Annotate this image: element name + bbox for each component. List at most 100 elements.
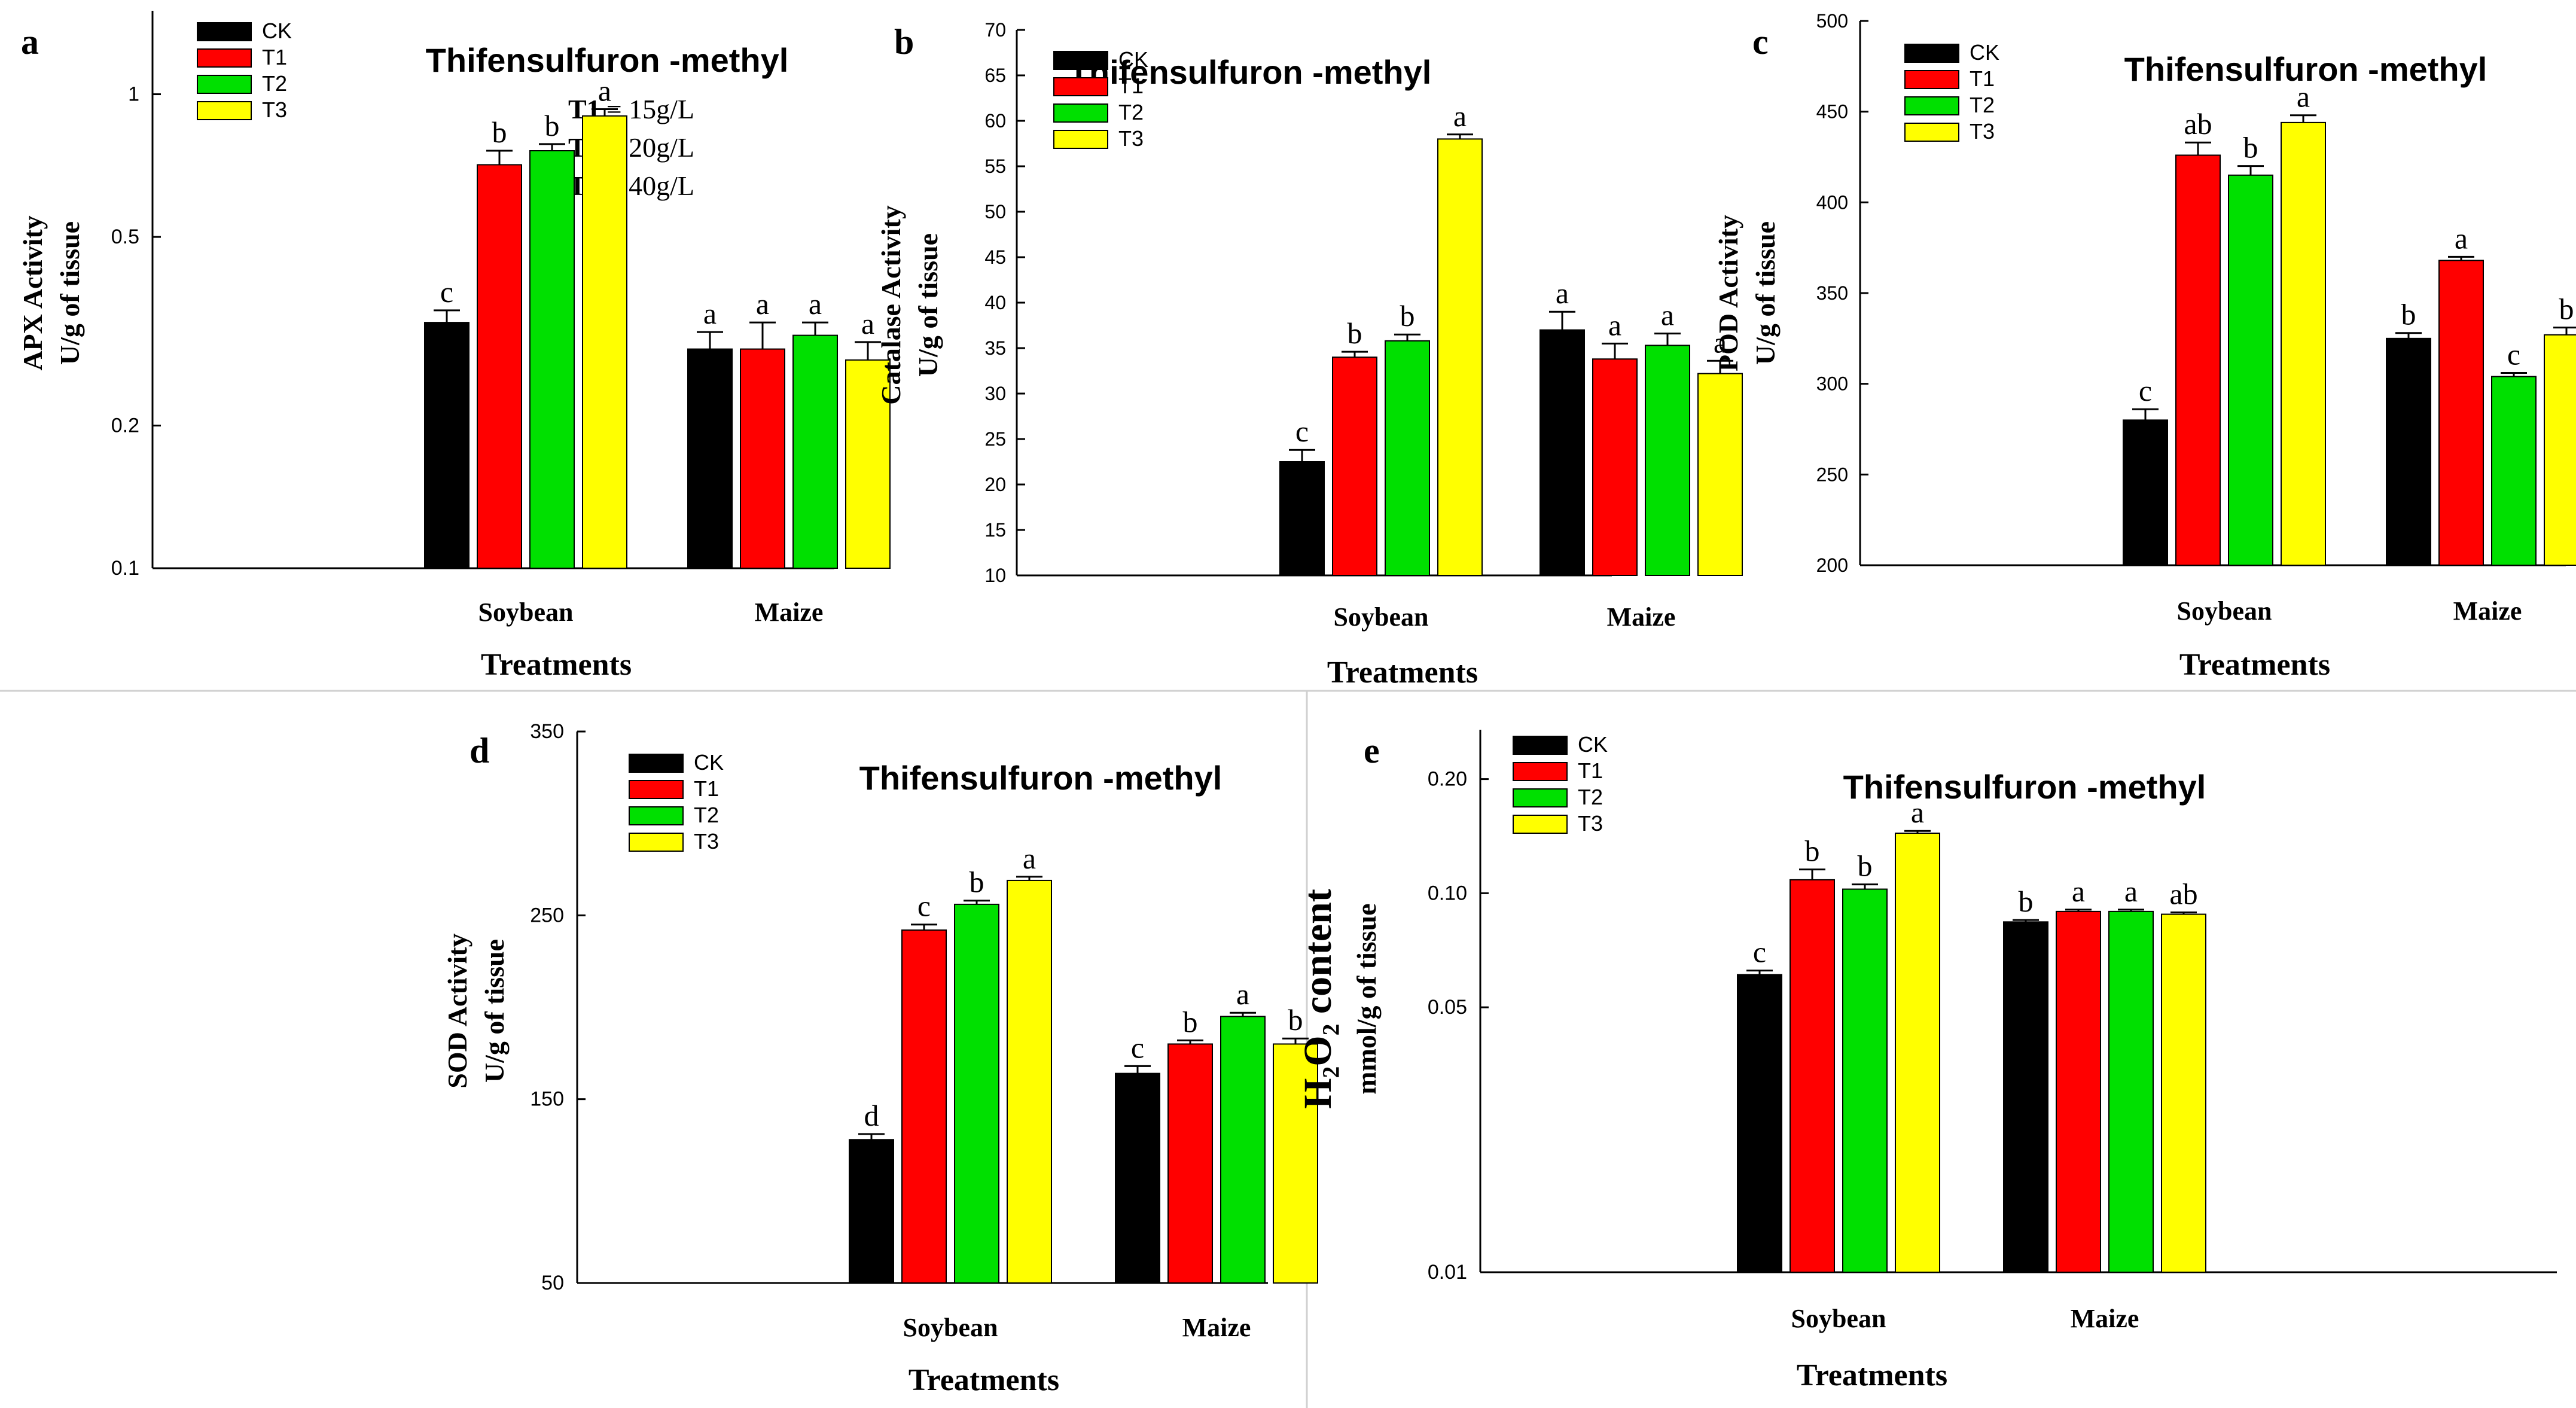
legend-swatch xyxy=(1053,51,1108,70)
bar-t2-maize xyxy=(2108,910,2154,1273)
bar-t2-soybean xyxy=(529,150,575,569)
significance-letter: b xyxy=(2401,298,2416,331)
significance-letter: c xyxy=(2507,337,2520,371)
legend-label: T1 xyxy=(1970,66,1995,91)
legend-swatch xyxy=(1513,762,1568,781)
x-category-label: Soybean xyxy=(903,1313,998,1342)
bar-t1-maize xyxy=(1592,358,1638,576)
y-tick-label: 25 xyxy=(984,428,1006,450)
legend-swatch xyxy=(629,754,684,773)
bar-ck-maize xyxy=(2003,921,2048,1273)
y-tick-label: 200 xyxy=(1816,554,1848,576)
y-axis-label: SOD Activity xyxy=(442,933,472,1088)
legend-swatch xyxy=(1904,123,1959,142)
bar-t3-soybean xyxy=(1007,879,1052,1284)
significance-letter: c xyxy=(1753,935,1766,969)
legend-swatch xyxy=(1053,77,1108,96)
chart-title: Thifensulfuron -methyl xyxy=(426,41,789,79)
significance-letter: a xyxy=(861,307,874,340)
bar-t1-maize xyxy=(2438,260,2484,566)
bar-ck-maize xyxy=(1115,1072,1160,1284)
y-tick-label: 350 xyxy=(1816,282,1848,304)
legend-label: T1 xyxy=(1118,74,1144,98)
significance-letter: d xyxy=(864,1099,879,1132)
y-axis-label: POD Activity xyxy=(1713,215,1743,371)
y-tick-label: 45 xyxy=(984,246,1006,268)
y-tick-label: 0.10 xyxy=(1428,882,1467,904)
legend-label: T1 xyxy=(694,776,719,801)
y-tick-label: 250 xyxy=(530,904,564,927)
bar-ck-soybean xyxy=(2123,419,2168,566)
x-axis-label: Treatments xyxy=(909,1363,1059,1397)
significance-letter: c xyxy=(440,275,453,309)
legend-label: T2 xyxy=(1118,100,1144,124)
significance-letter: ab xyxy=(2184,107,2212,141)
y-axis-label: APX Activity xyxy=(17,215,48,370)
bar-t3-soybean xyxy=(1895,832,1940,1273)
significance-letter: a xyxy=(1714,325,1727,359)
legend-label: T2 xyxy=(1970,93,1995,117)
bar-t3-soybean xyxy=(1437,138,1483,576)
bar-t1-soybean xyxy=(1790,879,1835,1273)
x-category-label: Soybean xyxy=(1791,1304,1886,1333)
chart-panel-a: 0.10.20.51a Thifensulfuron -methylCKT1T2T… xyxy=(17,11,891,682)
x-axis-label: Treatments xyxy=(481,648,632,682)
bar-t2-soybean xyxy=(2228,174,2273,566)
y-axis-label: Catalase Activity xyxy=(876,205,906,404)
bar-t1-soybean xyxy=(2175,154,2221,566)
bar-t2-soybean xyxy=(1385,340,1430,577)
significance-letter: a xyxy=(2297,80,2310,114)
legend-swatch xyxy=(1053,130,1108,149)
y-axis-label: H₂O₂ content xyxy=(1296,889,1340,1109)
significance-letter: a xyxy=(598,74,611,108)
legend-label: T1 xyxy=(1578,758,1603,783)
significance-letter: b xyxy=(1400,299,1415,333)
x-category-label: Soybean xyxy=(478,598,574,627)
bar-ck-soybean xyxy=(424,322,470,569)
x-axis-label: Treatments xyxy=(2179,648,2330,682)
chart-title: Thifensulfuron -methyl xyxy=(859,759,1223,797)
bar-t3-maize xyxy=(2544,334,2576,566)
y-axis-unit-label: U/g of tissue xyxy=(913,233,943,377)
y-tick-label: 0.05 xyxy=(1428,996,1467,1019)
legend-label: CK xyxy=(1118,47,1148,72)
significance-letter: a xyxy=(1236,977,1249,1011)
bar-t2-maize xyxy=(1220,1016,1266,1284)
significance-letter: b xyxy=(1288,1003,1303,1037)
legend-swatch xyxy=(1513,788,1568,807)
y-tick-label: 1 xyxy=(128,83,139,106)
bar-t3-maize xyxy=(2161,913,2206,1273)
x-category-label: Soybean xyxy=(2177,596,2272,626)
legend-label: T3 xyxy=(1578,811,1603,836)
y-tick-label: 15 xyxy=(984,519,1006,541)
significance-letter: b xyxy=(2559,292,2574,326)
legend-label: CK xyxy=(694,750,724,775)
y-axis-unit-label: U/g of tissue xyxy=(1750,221,1781,365)
bar-ck-maize xyxy=(2386,337,2431,566)
y-tick-label: 50 xyxy=(984,201,1006,223)
y-tick-label: 70 xyxy=(984,19,1006,41)
panel-label: d xyxy=(470,731,489,770)
legend-swatch xyxy=(629,806,684,825)
y-tick-label: 40 xyxy=(984,292,1006,313)
x-category-label: Maize xyxy=(755,598,824,627)
significance-letter: c xyxy=(2139,374,2152,407)
bar-t2-maize xyxy=(1645,345,1690,576)
y-tick-label: 0.01 xyxy=(1428,1261,1467,1284)
legend-swatch xyxy=(629,833,684,852)
legend-swatch xyxy=(1513,815,1568,834)
legend-label: T3 xyxy=(1970,119,1995,144)
legend-label: T3 xyxy=(1118,126,1144,151)
legend-swatch xyxy=(1904,70,1959,89)
bar-t1-maize xyxy=(740,348,785,569)
significance-letter: a xyxy=(1661,298,1674,332)
significance-letter: b xyxy=(545,109,560,142)
panel-label: b xyxy=(894,22,914,62)
significance-letter: ab xyxy=(2169,877,2197,910)
legend-swatch xyxy=(1904,96,1959,115)
significance-letter: a xyxy=(2455,221,2468,255)
y-tick-label: 20 xyxy=(984,474,1006,495)
bar-t1-soybean xyxy=(901,929,947,1284)
panel-label: e xyxy=(1364,731,1380,770)
significance-letter: a xyxy=(2072,874,2085,908)
